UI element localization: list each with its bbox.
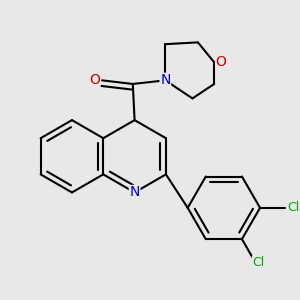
Text: N: N — [160, 73, 170, 87]
Text: O: O — [89, 73, 100, 87]
Text: Cl: Cl — [252, 256, 265, 269]
Text: N: N — [129, 185, 140, 200]
Text: O: O — [216, 55, 226, 69]
Text: Cl: Cl — [287, 201, 299, 214]
